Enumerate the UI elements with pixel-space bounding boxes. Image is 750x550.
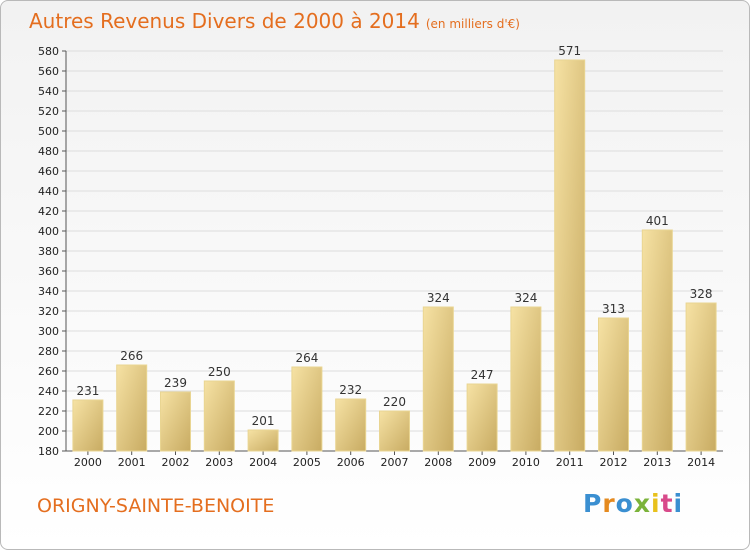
commune-name: ORIGNY-SAINTE-BENOITE [37, 495, 275, 517]
data-label-2009: 247 [471, 368, 494, 382]
x-tick-label: 2003 [205, 456, 233, 469]
bar-2013 [641, 229, 673, 452]
y-tick-label: 200 [38, 425, 59, 438]
y-tick-label: 240 [38, 385, 59, 398]
y-tick-label: 400 [38, 225, 59, 238]
x-tick-label: 2009 [468, 456, 496, 469]
y-tick-label: 360 [38, 265, 59, 278]
bar-2008 [422, 306, 454, 452]
y-tick-label: 380 [38, 245, 59, 258]
logo-letter: o [615, 489, 634, 518]
bar-2014 [685, 302, 717, 452]
data-label-2008: 324 [427, 291, 450, 305]
x-tick-label: 2011 [556, 456, 584, 469]
bar-2012 [598, 317, 629, 452]
logo-letter: r [602, 489, 616, 518]
y-tick-label: 460 [38, 165, 59, 178]
y-tick-label: 560 [38, 65, 59, 78]
data-label-2003: 250 [208, 365, 231, 379]
y-tick-label: 300 [38, 325, 59, 338]
data-label-2011: 571 [558, 44, 581, 58]
bar-2003 [203, 380, 235, 452]
y-tick-label: 500 [38, 125, 59, 138]
y-tick-label: 180 [38, 445, 59, 458]
data-label-2001: 266 [120, 349, 143, 363]
bar-2002 [160, 391, 191, 452]
x-tick-label: 2000 [74, 456, 102, 469]
x-tick-label: 2014 [687, 456, 715, 469]
bar-2004 [247, 429, 279, 452]
data-label-2012: 313 [602, 302, 625, 316]
data-label-2002: 239 [164, 376, 187, 390]
y-tick-label: 260 [38, 365, 59, 378]
bar-2001 [116, 364, 148, 452]
y-tick-label: 480 [38, 145, 59, 158]
bar-2011 [554, 59, 586, 452]
bars [72, 59, 717, 452]
logo-letter: i [651, 489, 661, 518]
data-label-2004: 201 [252, 414, 275, 428]
chart-title-text: Autres Revenus Divers de 2000 à 2014 [29, 9, 420, 33]
labels: 231 266 239 250 201 264 232 220 324 247 324 571 313 4… [76, 44, 712, 428]
y-tick-label: 580 [38, 45, 59, 58]
logo-letter: i [673, 489, 684, 518]
y-tick-label: 280 [38, 345, 59, 358]
data-label-2006: 232 [339, 383, 362, 397]
proxiti-logo[interactable]: Proxiti [583, 489, 683, 518]
x-tick-label: 2008 [424, 456, 452, 469]
data-label-2005: 264 [295, 351, 318, 365]
y-tick-label: 340 [38, 285, 59, 298]
x-tick-label: 2001 [118, 456, 146, 469]
chart-subtitle: (en milliers d'€) [425, 17, 520, 31]
y-tick-label: 540 [38, 85, 59, 98]
data-label-2007: 220 [383, 395, 406, 409]
x-tick-label: 2010 [512, 456, 540, 469]
data-label-2000: 231 [76, 384, 99, 398]
data-label-2010: 324 [514, 291, 537, 305]
x-tick-label: 2005 [293, 456, 321, 469]
x-tick-label: 2004 [249, 456, 277, 469]
bar-2006 [335, 398, 367, 452]
chart-title: Autres Revenus Divers de 2000 à 2014 (en … [29, 9, 520, 33]
bar-2000 [72, 399, 104, 452]
bar-2010 [510, 306, 542, 452]
logo-letter: t [660, 489, 674, 518]
y-tick-label: 440 [38, 185, 59, 198]
logo-letter: x [633, 489, 651, 518]
data-label-2014: 328 [690, 287, 713, 301]
y-tick-label: 520 [38, 105, 59, 118]
x-tick-label: 2013 [643, 456, 671, 469]
x-tick-label: 2007 [381, 456, 409, 469]
x-tick-label: 2012 [600, 456, 628, 469]
y-tick-label: 320 [38, 305, 59, 318]
bar-2007 [379, 410, 410, 452]
bar-2009 [466, 383, 498, 452]
bar-2005 [291, 366, 323, 452]
logo-letter: P [583, 489, 603, 518]
y-tick-label: 420 [38, 205, 59, 218]
x-tick-label: 2002 [162, 456, 190, 469]
x-tick-label: 2006 [337, 456, 365, 469]
y-tick-label: 220 [38, 405, 59, 418]
data-label-2013: 401 [646, 214, 669, 228]
